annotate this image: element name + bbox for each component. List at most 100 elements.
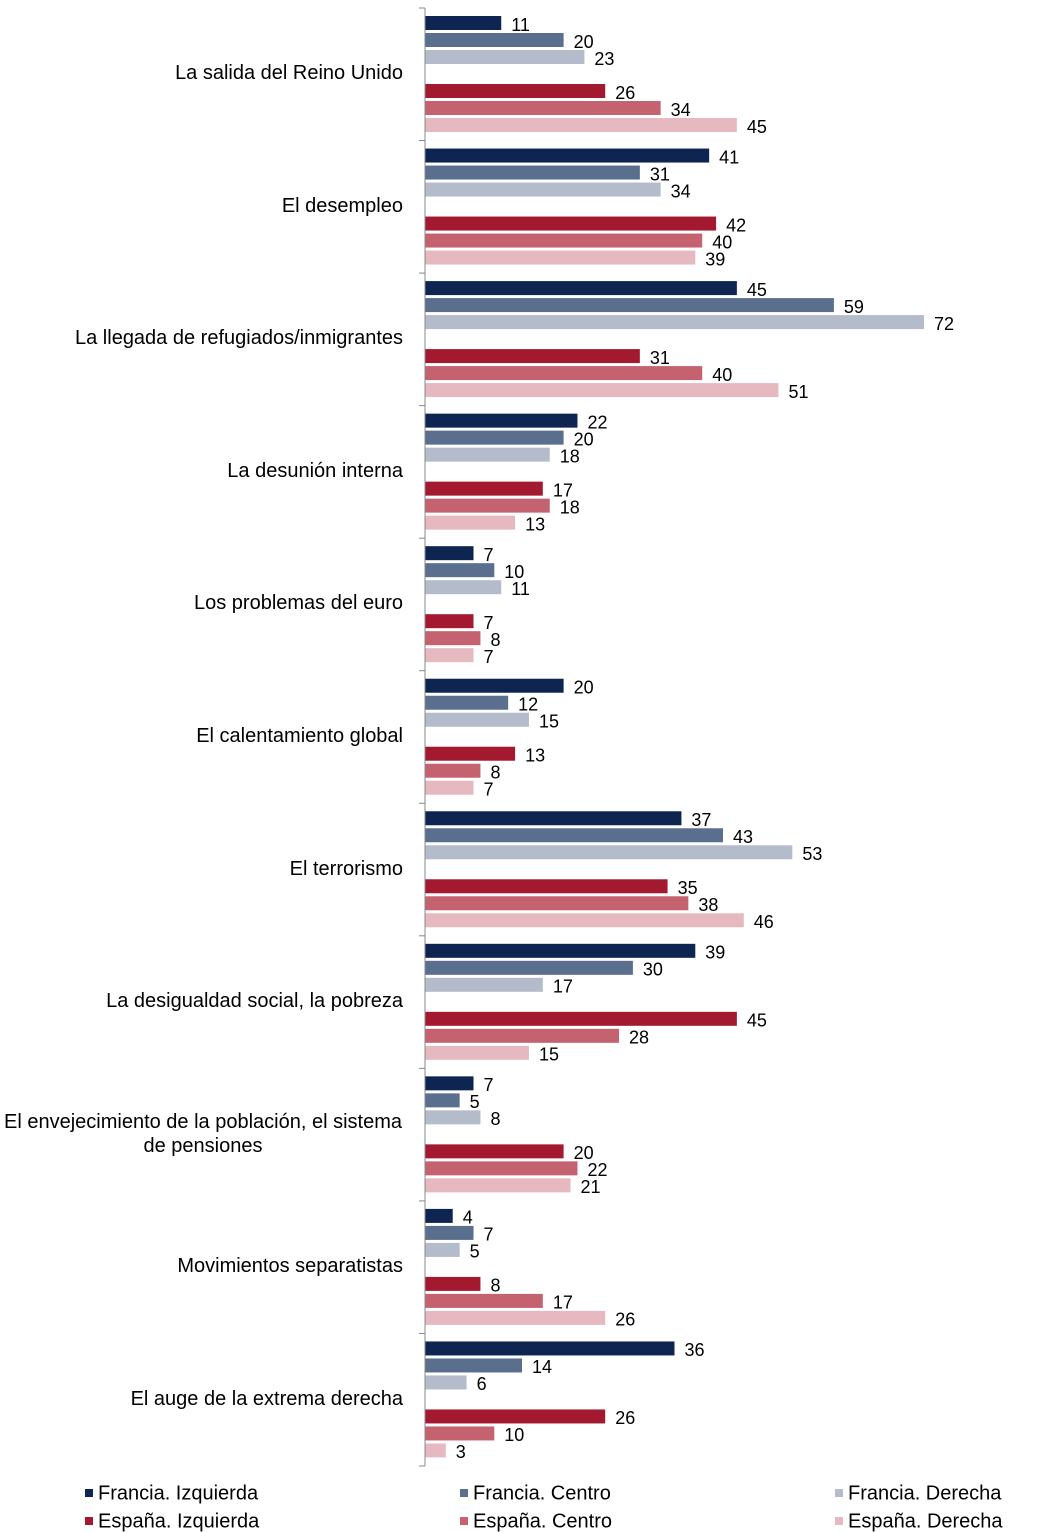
bar [425, 349, 640, 364]
bar [425, 1310, 606, 1325]
bar [425, 315, 924, 330]
bar [425, 580, 502, 595]
bar [425, 977, 543, 992]
value-label: 5 [470, 1092, 480, 1112]
bar [425, 250, 696, 265]
value-label: 26 [615, 1408, 635, 1428]
bar [425, 1358, 523, 1373]
bar [425, 515, 516, 530]
bar [425, 383, 779, 398]
bar [425, 1276, 481, 1291]
bar [425, 896, 689, 911]
category-label: La salida del Reino Unido [175, 62, 403, 85]
bar [425, 16, 502, 30]
category-label: El terrorismo [289, 857, 403, 880]
bar [425, 879, 668, 894]
value-label: 17 [553, 1293, 573, 1313]
bar [425, 1375, 467, 1390]
value-label: 53 [802, 844, 822, 864]
bar [425, 845, 793, 860]
bar [425, 50, 585, 64]
value-label: 20 [574, 32, 594, 52]
bar [425, 1426, 495, 1441]
bar [425, 780, 474, 795]
legend-label: Francia. Centro [473, 1482, 611, 1504]
bar [425, 1028, 620, 1043]
legend-label: España. Centro [473, 1510, 612, 1532]
value-label: 14 [532, 1357, 552, 1377]
bar [425, 84, 606, 98]
bar [425, 1011, 737, 1026]
value-label: 11 [511, 15, 530, 35]
bar [425, 828, 724, 843]
value-label: 7 [484, 613, 494, 633]
value-label: 26 [615, 83, 635, 103]
bar [425, 281, 737, 296]
category-label: Los problemas del euro [193, 592, 403, 615]
bar [425, 1110, 481, 1125]
bar [425, 1443, 446, 1458]
value-label: 34 [671, 100, 691, 120]
value-label: 23 [594, 49, 614, 69]
bar [425, 182, 661, 197]
category-label: La llegada de refugiados/inmigrantes [75, 327, 403, 350]
category-label: El envejecimiento de la población, el si… [4, 1110, 402, 1157]
value-label: 15 [539, 1045, 559, 1065]
bar [425, 298, 834, 313]
value-label: 7 [484, 545, 494, 565]
value-label: 26 [615, 1310, 635, 1330]
bar [425, 811, 682, 826]
bar [425, 678, 564, 693]
value-label: 17 [553, 480, 573, 500]
value-label: 8 [490, 1276, 500, 1296]
bar [425, 913, 744, 928]
category-label: Movimientos separatistas [177, 1255, 403, 1278]
bar [425, 165, 640, 180]
value-label: 17 [553, 977, 573, 997]
value-label: 28 [629, 1028, 649, 1048]
value-label: 21 [581, 1177, 601, 1197]
bar [425, 746, 516, 761]
legend-swatch [460, 1517, 468, 1525]
value-label: 34 [671, 181, 691, 201]
legend-swatch [835, 1517, 843, 1525]
value-label: 45 [747, 280, 767, 300]
value-label: 31 [650, 348, 670, 368]
bar [425, 1208, 453, 1223]
value-label: 18 [560, 446, 580, 466]
value-label: 6 [477, 1374, 487, 1394]
value-label: 10 [504, 1425, 524, 1445]
bar [425, 413, 578, 428]
legend-label: Francia. Izquierda [98, 1482, 259, 1504]
value-label: 72 [934, 314, 954, 334]
value-label: 7 [484, 1075, 494, 1095]
value-label: 40 [712, 365, 732, 385]
value-label: 45 [747, 117, 767, 137]
bar [425, 960, 633, 975]
legend-swatch [835, 1489, 843, 1497]
value-label: 42 [726, 215, 746, 235]
value-label: 5 [470, 1242, 480, 1262]
bar [425, 366, 703, 381]
value-label: 39 [705, 943, 725, 963]
value-label: 7 [484, 647, 494, 667]
value-label: 11 [511, 579, 530, 599]
bar [425, 1242, 460, 1257]
value-label: 7 [484, 1225, 494, 1245]
bar [425, 563, 495, 578]
value-label: 13 [525, 514, 545, 534]
bar [425, 101, 661, 115]
legend-swatch [85, 1517, 93, 1525]
bar [425, 447, 550, 462]
value-label: 13 [525, 745, 545, 765]
bar [425, 695, 509, 710]
bar [425, 148, 710, 163]
value-label: 18 [560, 497, 580, 517]
value-label: 45 [747, 1011, 767, 1031]
legend-label: Francia. Derecha [848, 1482, 1002, 1504]
bar [425, 943, 696, 958]
bar [425, 648, 474, 663]
bar [425, 233, 703, 248]
value-label: 22 [587, 1160, 607, 1180]
